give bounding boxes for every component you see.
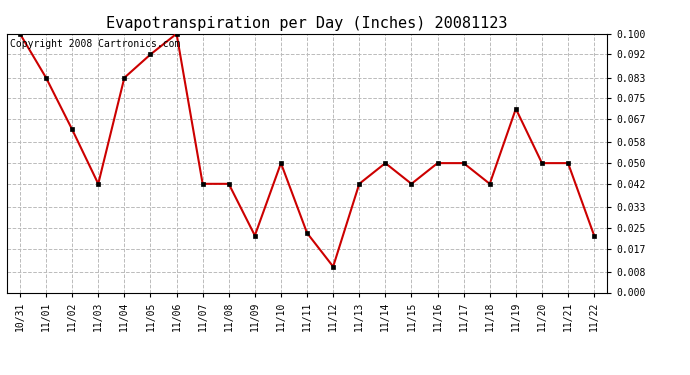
Text: Copyright 2008 Cartronics.com: Copyright 2008 Cartronics.com xyxy=(10,39,180,49)
Title: Evapotranspiration per Day (Inches) 20081123: Evapotranspiration per Day (Inches) 2008… xyxy=(106,16,508,31)
